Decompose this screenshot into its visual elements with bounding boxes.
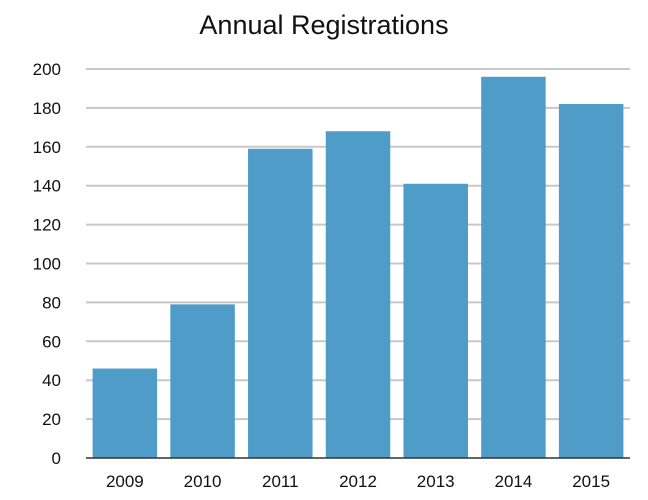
y-tick-label: 160 <box>33 138 61 157</box>
x-tick-label: 2014 <box>495 472 533 491</box>
bar-2009 <box>92 368 158 458</box>
y-tick-label: 200 <box>33 60 61 79</box>
chart-title: Annual Registrations <box>199 10 449 40</box>
y-tick-label: 120 <box>33 216 61 235</box>
bar-2013 <box>403 183 468 458</box>
y-tick-label: 100 <box>33 255 61 274</box>
y-tick-label: 180 <box>33 99 61 118</box>
y-tick-label: 60 <box>42 332 61 351</box>
y-tick-label: 20 <box>42 410 61 429</box>
bar-2012 <box>325 131 391 459</box>
bar-2010 <box>170 304 235 458</box>
y-tick-label: 80 <box>42 293 61 312</box>
x-tick-label: 2010 <box>184 472 222 491</box>
x-tick-label: 2009 <box>106 472 144 491</box>
y-tick-label: 140 <box>33 177 61 196</box>
tick-labels: 0 20 40 60 80 100 120 140 160 180 200 2009 2010 2011 2… <box>33 60 610 491</box>
x-tick-label: 2015 <box>572 472 610 491</box>
bar-2015 <box>558 104 624 458</box>
y-tick-label: 40 <box>42 371 61 390</box>
x-tick-label: 2011 <box>262 472 299 491</box>
bar-2011 <box>248 148 313 458</box>
x-tick-label: 2013 <box>417 472 455 491</box>
x-tick-label: 2012 <box>339 472 377 491</box>
bar-2014 <box>481 76 546 458</box>
y-tick-label: 0 <box>52 449 61 468</box>
bars <box>92 76 624 459</box>
